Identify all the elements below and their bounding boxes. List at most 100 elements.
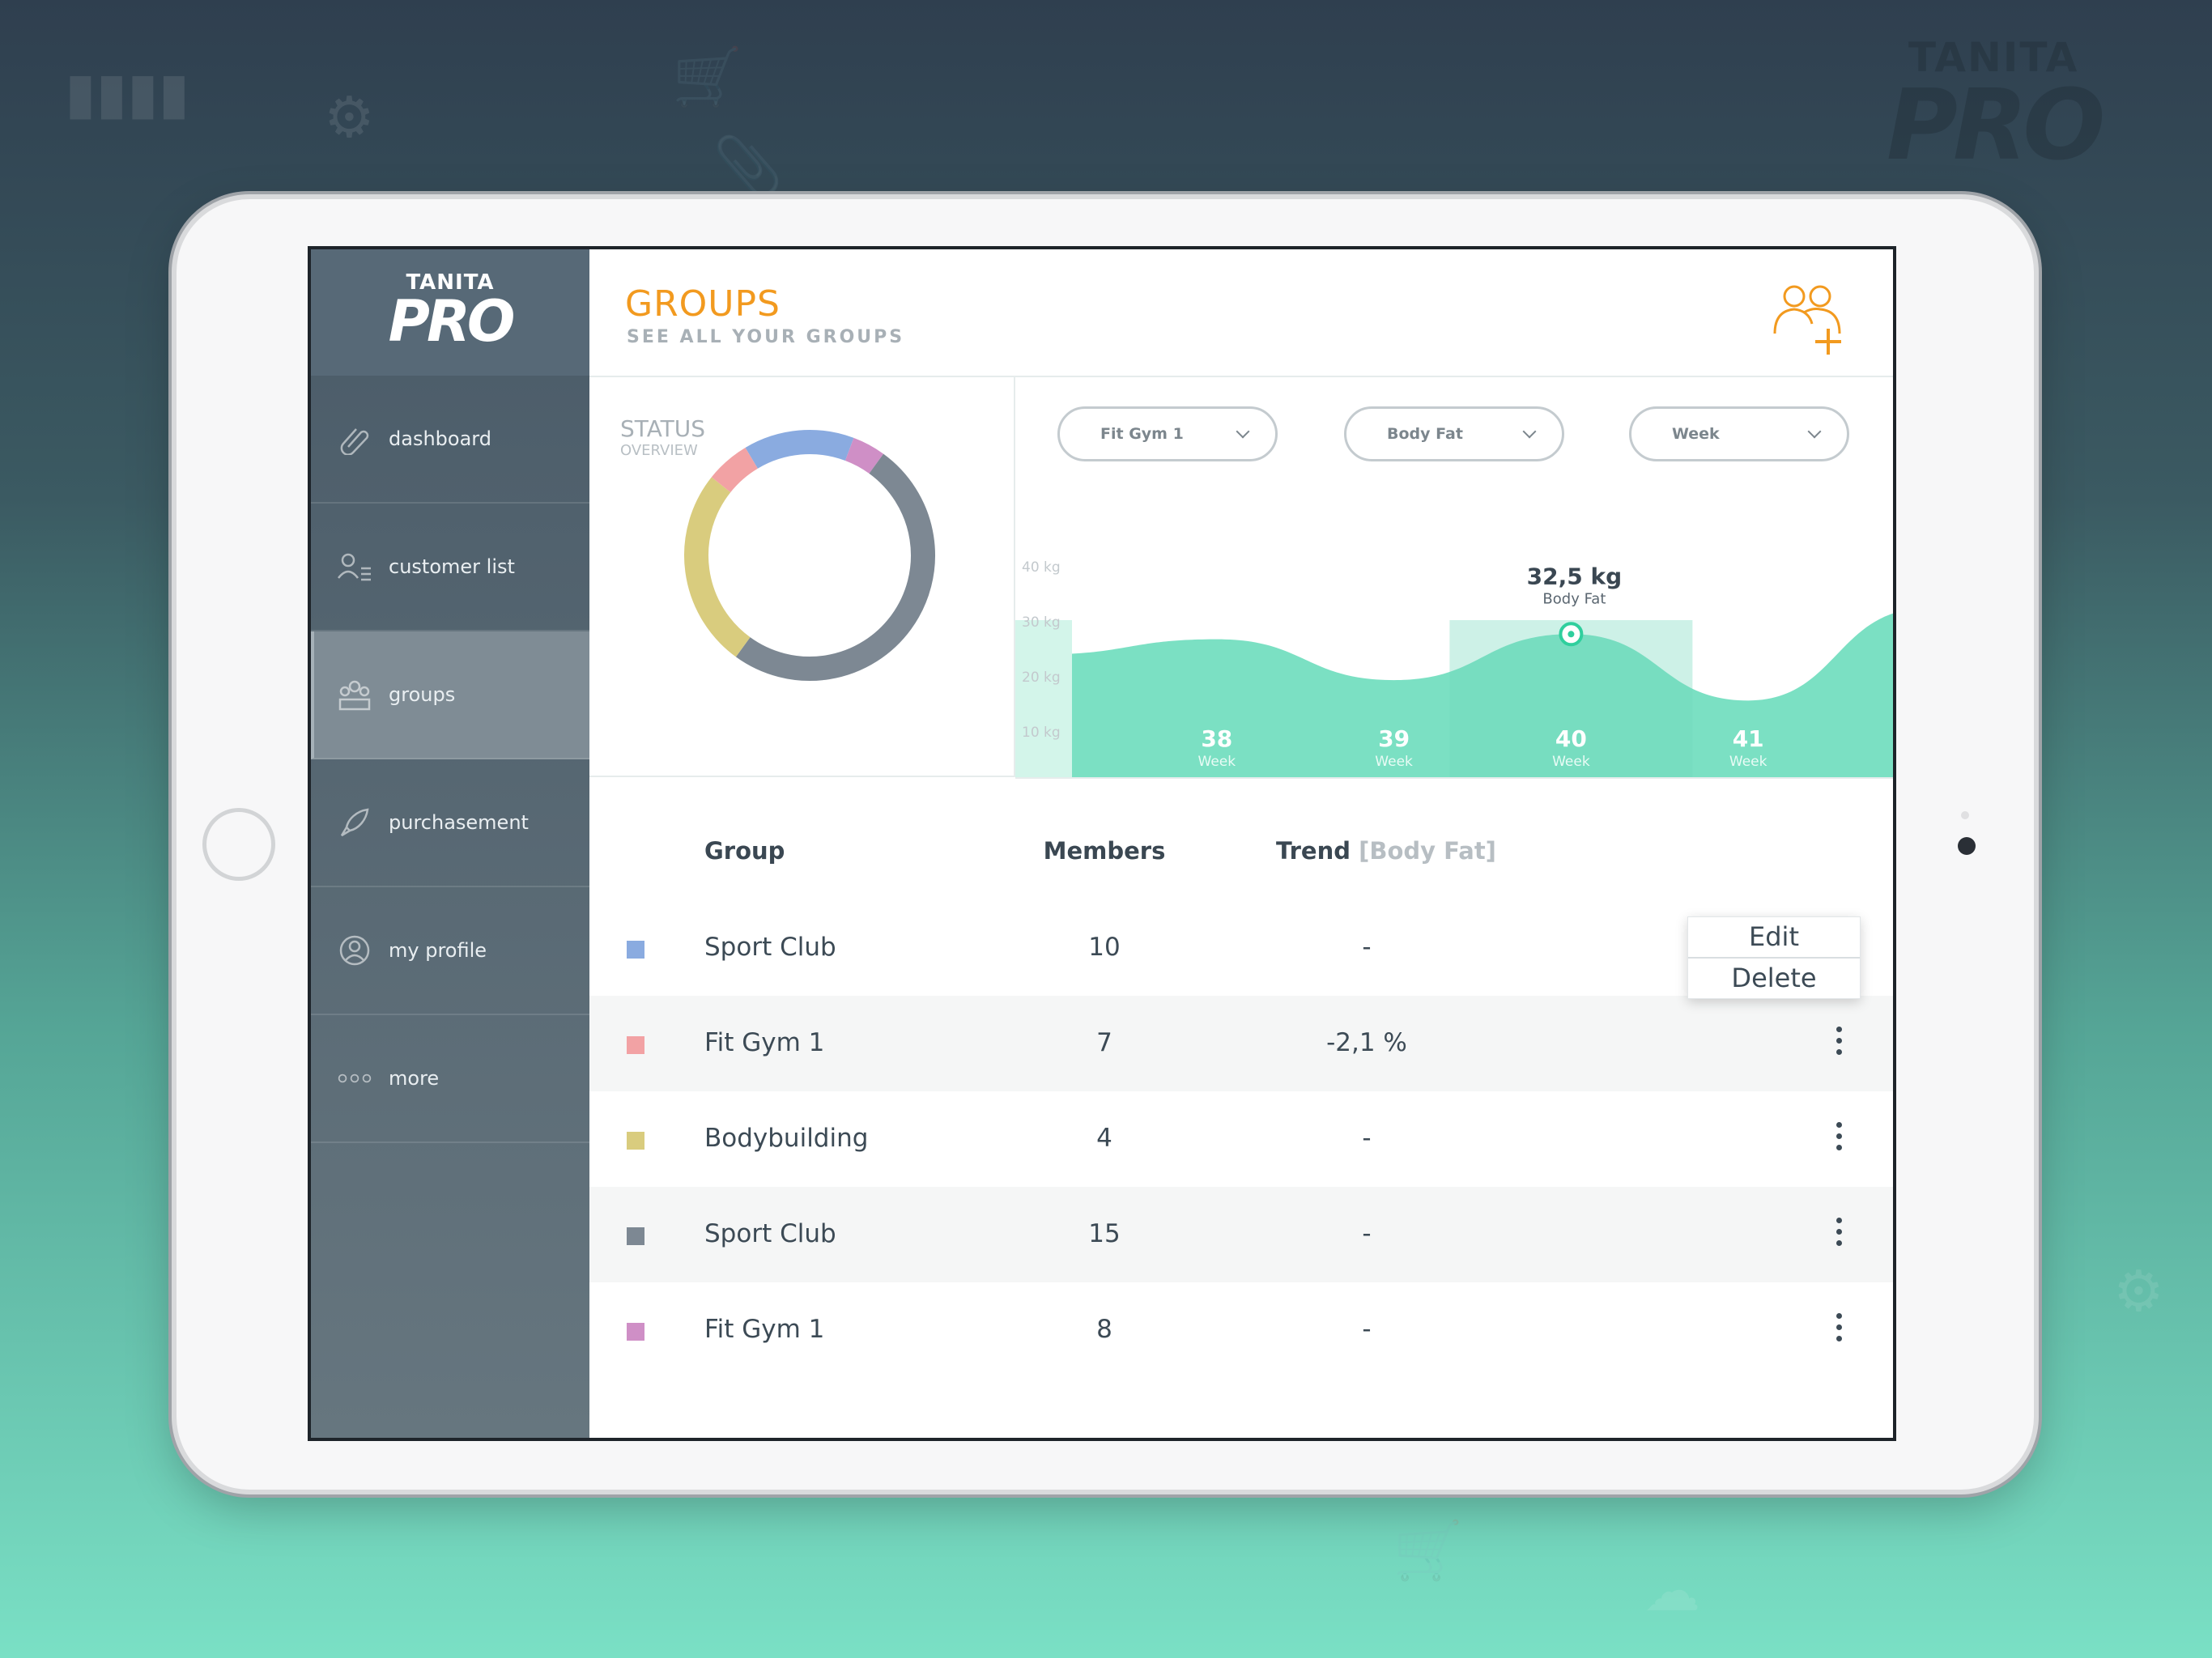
donut-segment [745, 430, 854, 469]
column-header-trend: Trend [Body Fat] [1276, 837, 1496, 865]
sidebar-item-label: purchasement [389, 811, 529, 834]
table-row[interactable]: Bodybuilding 4 - [589, 1091, 1893, 1187]
group-trend: - [1362, 1124, 1372, 1153]
body-fat-area [1072, 613, 1893, 777]
table-row[interactable]: Sport Club 15 - [589, 1187, 1893, 1282]
delete-menu-item[interactable]: Delete [1688, 957, 1860, 998]
screen: TANITA PRO dashboard customer list [308, 246, 1896, 1441]
more-dots-icon [337, 1061, 372, 1096]
sidebar-item-label: customer list [389, 555, 515, 578]
x-tick-label[interactable]: 38 [1201, 725, 1232, 752]
background-cart-icon: 🛒 [672, 44, 743, 110]
group-members: 7 [1096, 1028, 1112, 1057]
logo-text-pro: PRO [388, 288, 516, 355]
rocket-icon [337, 805, 372, 840]
group-name: Fit Gym 1 [704, 1315, 825, 1344]
filter-period-dropdown[interactable]: Week [1629, 406, 1849, 461]
x-tick-caption: Week [1375, 754, 1413, 770]
y-tick-label: 20 kg [1022, 670, 1061, 686]
background-brand-logo: TANITA PRO [1887, 34, 2105, 182]
group-color-swatch [627, 1323, 644, 1341]
dropdown-value: Week [1672, 425, 1720, 443]
column-header-group: Group [704, 837, 785, 865]
background-chart-icon: ▮▮▮▮ [65, 60, 190, 126]
row-menu-icon[interactable] [1835, 1027, 1843, 1064]
row-menu-icon[interactable] [1835, 1122, 1843, 1159]
sidebar-item-label: more [389, 1067, 440, 1090]
group-members: 8 [1096, 1315, 1112, 1344]
paperclip-icon [337, 421, 372, 457]
trend-chart-panel: Fit Gym 1 Body Fat Week 40 kg 30 kg 20 kg 1… [1015, 377, 1893, 779]
filter-group-dropdown[interactable]: Fit Gym 1 [1057, 406, 1278, 461]
donut-segment [735, 453, 935, 681]
x-tick-label[interactable]: 40 [1555, 725, 1587, 752]
tablet-frame: TANITA PRO dashboard customer list [177, 199, 2034, 1490]
group-name: Bodybuilding [704, 1124, 869, 1153]
status-title: STATUS [620, 415, 706, 442]
group-members: 4 [1096, 1124, 1112, 1153]
background-gear-icon: ⚙ [2113, 1258, 2164, 1324]
dropdown-value: Body Fat [1387, 425, 1463, 443]
y-axis-band [1015, 620, 1072, 777]
sidebar-item-my-profile[interactable]: my profile [311, 887, 589, 1015]
app: TANITA PRO dashboard customer list [311, 249, 1893, 1438]
donut-segment [684, 477, 751, 657]
group-color-swatch [627, 1227, 644, 1245]
x-tick-label[interactable]: 39 [1378, 725, 1410, 752]
row-context-menu: Edit Delete [1687, 916, 1861, 999]
edit-menu-item[interactable]: Edit [1749, 921, 1799, 952]
highlight-column [1449, 620, 1693, 777]
dropdown-value: Fit Gym 1 [1100, 425, 1184, 443]
row-menu-icon[interactable] [1835, 1313, 1843, 1350]
home-button[interactable] [202, 808, 275, 881]
y-tick-label: 30 kg [1022, 614, 1061, 631]
sidebar-item-groups[interactable]: groups [311, 631, 589, 759]
group-trend: - [1362, 1219, 1372, 1248]
add-group-button[interactable] [1768, 280, 1853, 358]
groups-table: Group Members Trend [Body Fat] Sport Clu… [589, 779, 1893, 1438]
group-members: 10 [1088, 933, 1121, 962]
background-gear-icon: ⚙ [324, 84, 375, 151]
x-tick-caption: Week [1729, 754, 1767, 770]
row-menu-icon[interactable] [1835, 1218, 1843, 1255]
trend-label: Trend [1276, 837, 1351, 865]
status-overview-panel: STATUS OVERVIEW [589, 377, 1015, 777]
sidebar: TANITA PRO dashboard customer list [311, 249, 589, 1438]
light-sensor [1961, 811, 1969, 819]
group-trend: -2,1 % [1326, 1028, 1407, 1057]
highlight-point-center [1568, 631, 1575, 638]
page-header: GROUPS SEE ALL YOUR GROUPS [589, 249, 1893, 377]
group-color-swatch [627, 941, 644, 959]
table-row[interactable]: Fit Gym 1 7 -2,1 % [589, 996, 1893, 1091]
y-tick-label: 10 kg [1022, 725, 1061, 741]
groups-icon [337, 677, 372, 712]
filter-metric-dropdown[interactable]: Body Fat [1344, 406, 1564, 461]
body-fat-area-chart: 40 kg 30 kg 20 kg 10 kg 38 Week 39 Week 40 Week 41… [1015, 559, 1893, 777]
group-name: Sport Club [704, 1219, 836, 1248]
status-subtitle: OVERVIEW [620, 442, 698, 459]
users-list-icon [337, 549, 372, 585]
group-color-swatch [627, 1132, 644, 1150]
sidebar-item-purchasement[interactable]: purchasement [311, 759, 589, 887]
x-tick-caption: Week [1552, 754, 1590, 770]
trend-metric-label: [Body Fat] [1359, 837, 1496, 865]
y-tick-label: 40 kg [1022, 559, 1061, 576]
x-tick-label[interactable]: 41 [1733, 725, 1764, 752]
sidebar-item-dashboard[interactable]: dashboard [311, 376, 589, 504]
page-title: GROUPS [625, 283, 781, 325]
sidebar-item-customer-list[interactable]: customer list [311, 504, 589, 631]
profile-icon [337, 933, 372, 968]
camera [1958, 837, 1976, 855]
sidebar-item-more[interactable]: more [311, 1015, 589, 1143]
group-name: Fit Gym 1 [704, 1028, 825, 1057]
page-subtitle: SEE ALL YOUR GROUPS [627, 327, 905, 347]
background-paperclip-icon: 📎 [713, 133, 784, 199]
sidebar-item-label: groups [389, 683, 456, 706]
donut-segment [844, 437, 884, 474]
sidebar-logo[interactable]: TANITA PRO [311, 249, 589, 376]
background-cart-icon: 🛒 [1393, 1517, 1464, 1584]
column-header-members: Members [1043, 837, 1166, 865]
table-row[interactable]: Fit Gym 1 8 - [589, 1282, 1893, 1378]
sidebar-item-label: my profile [389, 939, 487, 962]
highlight-value: 32,5 kg [1527, 563, 1623, 589]
